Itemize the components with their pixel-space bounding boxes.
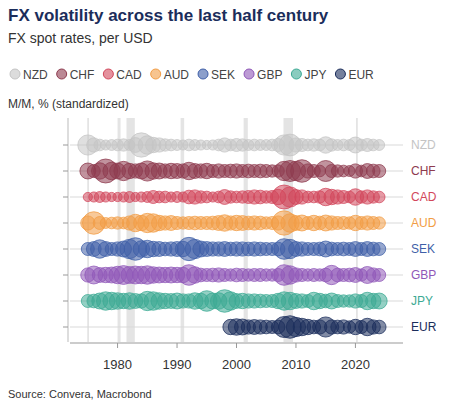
shaded-periods bbox=[87, 118, 358, 342]
legend-swatch bbox=[335, 69, 345, 79]
legend-entry: EUR bbox=[335, 68, 374, 82]
x-tick bbox=[355, 343, 356, 348]
series-aud bbox=[81, 211, 386, 235]
row-label: CHF bbox=[411, 164, 436, 178]
series-nzd bbox=[78, 133, 385, 157]
row-tick bbox=[63, 275, 68, 276]
legend-entry: CAD bbox=[103, 68, 142, 82]
bubble bbox=[372, 320, 386, 334]
row-label: NZD bbox=[411, 138, 436, 152]
legend-swatch bbox=[244, 69, 254, 79]
legend-label: JPY bbox=[304, 68, 326, 82]
legend-label: EUR bbox=[348, 68, 374, 82]
series-gbp bbox=[81, 265, 386, 286]
legend-entry: AUD bbox=[151, 68, 190, 82]
bubbles bbox=[78, 133, 387, 338]
row-tick bbox=[63, 327, 68, 328]
row-label: JPY bbox=[411, 294, 433, 308]
x-tick-label: 2010 bbox=[282, 357, 311, 372]
row-label: SEK bbox=[411, 242, 435, 256]
legend-entry: CHF bbox=[57, 68, 95, 82]
legend-label: CAD bbox=[116, 68, 142, 82]
row-label: AUD bbox=[411, 216, 437, 230]
legend-label: CHF bbox=[70, 68, 95, 82]
legend-swatch bbox=[198, 69, 208, 79]
bubble bbox=[371, 293, 387, 309]
row-label: GBP bbox=[411, 268, 436, 282]
x-tick bbox=[177, 343, 178, 348]
bubble bbox=[373, 165, 386, 178]
title: FX volatility across the last half centu… bbox=[8, 6, 329, 25]
legend-swatch bbox=[151, 69, 161, 79]
legend-label: NZD bbox=[23, 68, 48, 82]
bubble bbox=[374, 140, 385, 151]
chart: FX volatility across the last half centu… bbox=[0, 0, 453, 417]
legend-swatch bbox=[103, 69, 113, 79]
bubble bbox=[373, 191, 385, 203]
legend-entry: JPY bbox=[291, 68, 326, 82]
row-tick bbox=[63, 301, 68, 302]
row-tick bbox=[63, 171, 68, 172]
x-tick bbox=[236, 343, 237, 348]
x-tick-label: 1980 bbox=[103, 357, 132, 372]
legend-swatch bbox=[57, 69, 67, 79]
legend-swatch bbox=[10, 69, 20, 79]
x-tick-label: 1990 bbox=[163, 357, 192, 372]
subtitle: FX spot rates, per USD bbox=[8, 30, 153, 46]
row-label: CAD bbox=[411, 190, 437, 204]
bubble bbox=[373, 217, 385, 229]
legend-entry: NZD bbox=[10, 68, 48, 82]
row-tick bbox=[63, 249, 68, 250]
source: Source: Convera, Macrobond bbox=[8, 388, 152, 400]
series-chf bbox=[80, 159, 386, 183]
bubble bbox=[373, 243, 386, 256]
series-jpy bbox=[81, 290, 387, 313]
row-tick bbox=[63, 197, 68, 198]
row-label: EUR bbox=[411, 320, 437, 334]
bubble bbox=[373, 269, 386, 282]
legend-label: SEK bbox=[211, 68, 235, 82]
legend-label: AUD bbox=[164, 68, 190, 82]
series-cad bbox=[83, 185, 385, 209]
legend-swatch bbox=[291, 69, 301, 79]
series-eur bbox=[223, 316, 386, 339]
x-tick bbox=[295, 343, 296, 348]
row-tick bbox=[63, 223, 68, 224]
x-tick-label: 2000 bbox=[222, 357, 251, 372]
series-sek bbox=[81, 237, 385, 260]
legend-label: GBP bbox=[257, 68, 282, 82]
y-axis-line bbox=[68, 118, 69, 342]
x-tick-label: 2020 bbox=[341, 357, 370, 372]
chart-container: FX volatility across the last half centu… bbox=[0, 0, 453, 417]
y-axis-label: M/M, % (standardized) bbox=[8, 97, 129, 111]
row-tick bbox=[63, 145, 68, 146]
x-tick bbox=[117, 343, 118, 348]
legend-entry: SEK bbox=[198, 68, 235, 82]
legend-entry: GBP bbox=[244, 68, 282, 82]
